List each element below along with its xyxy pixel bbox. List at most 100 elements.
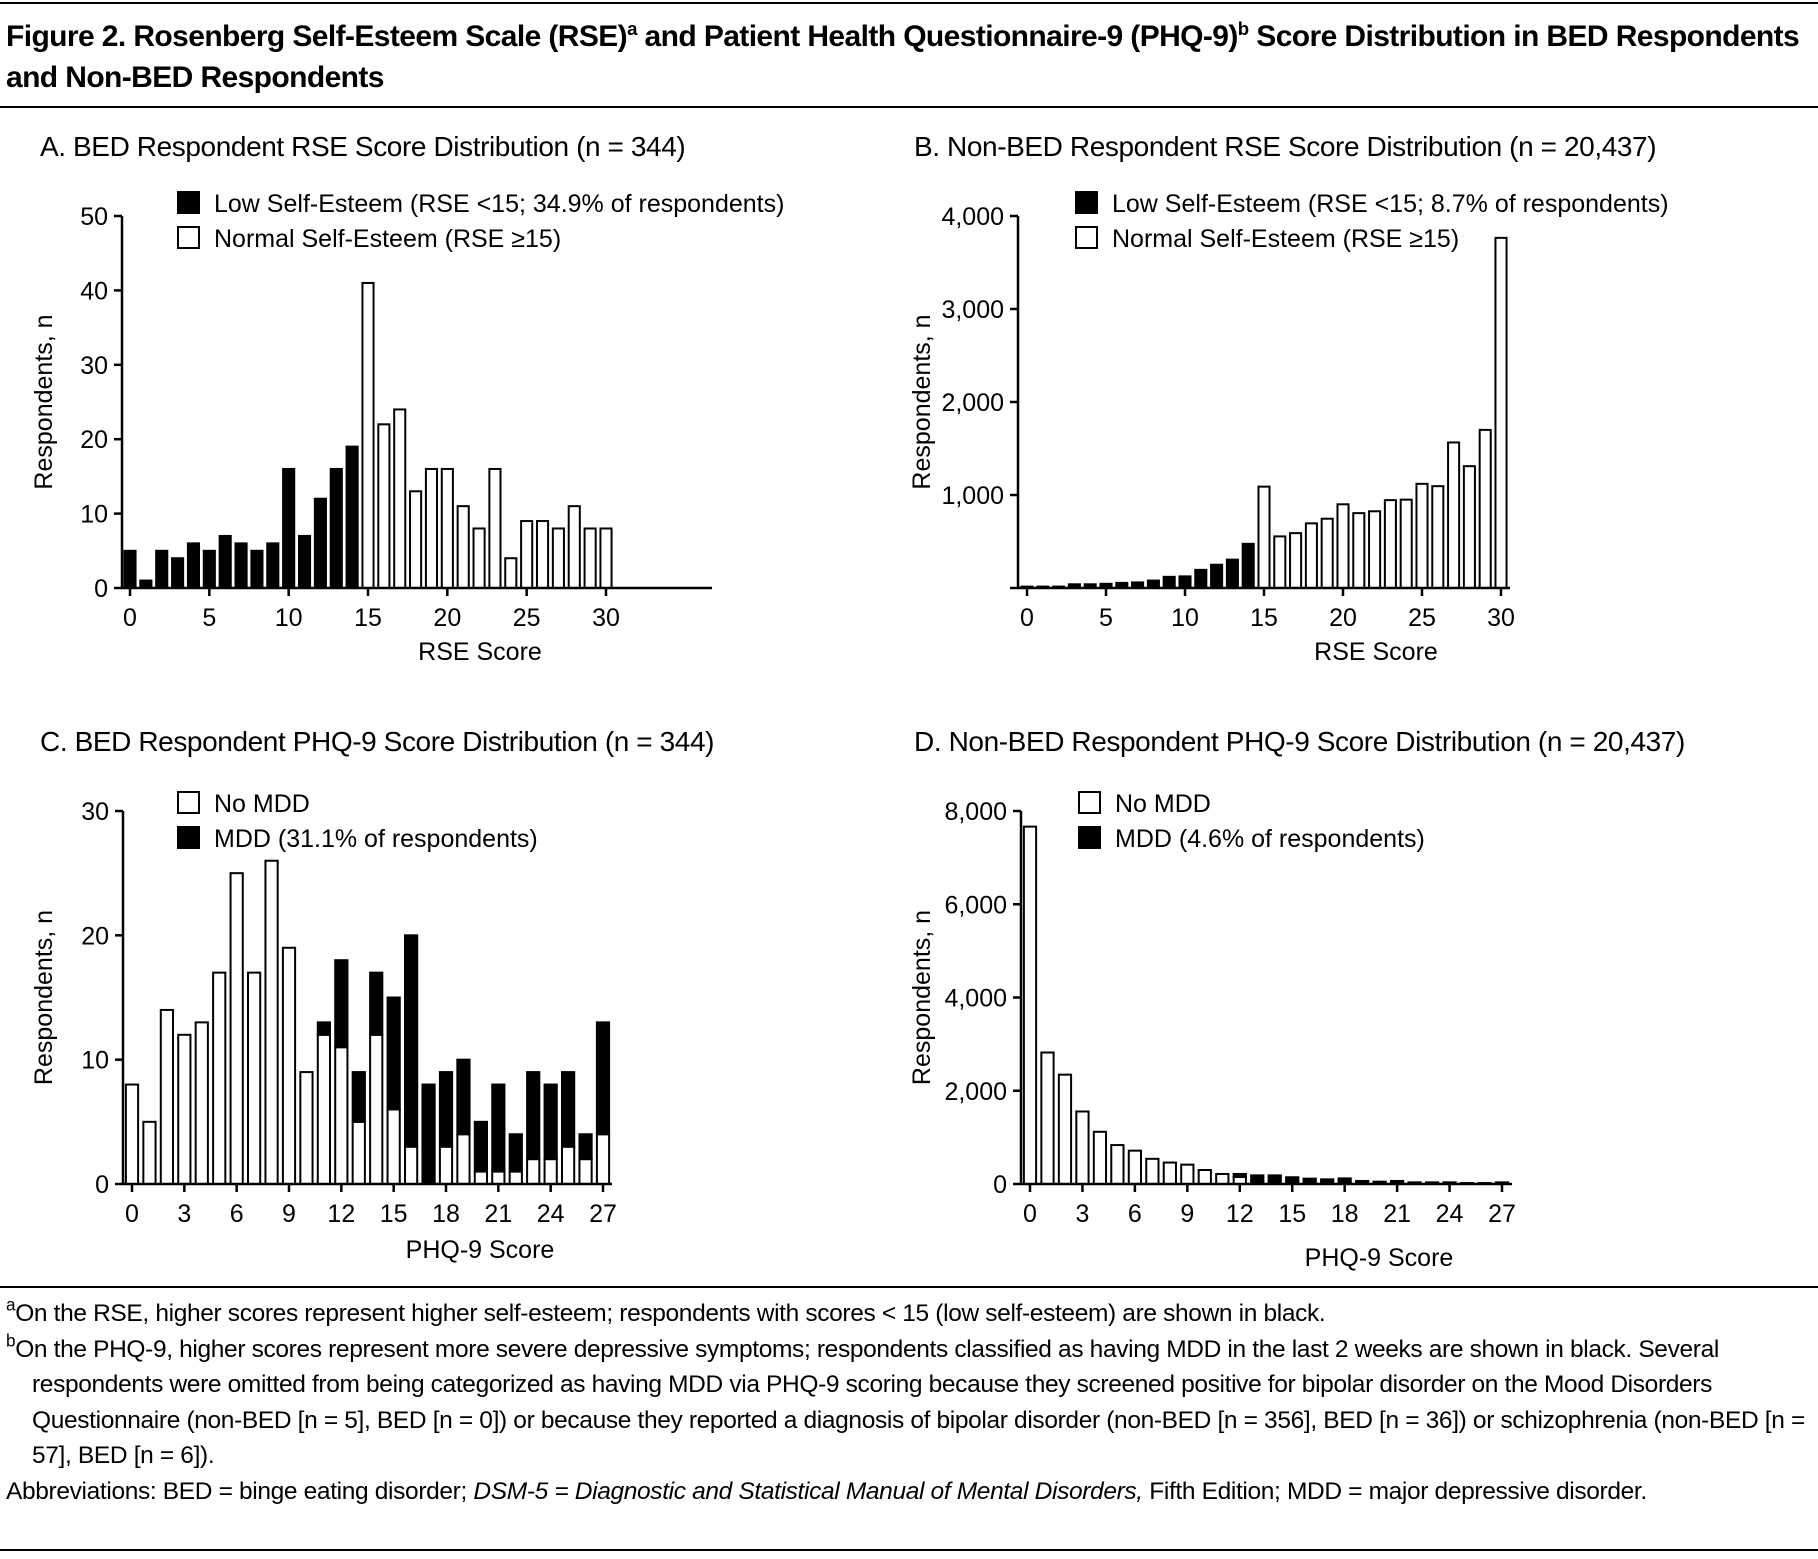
title-superscript: b <box>1237 17 1249 39</box>
panel-d: 0 2,000 4,000 6,000 8,000 0 3 6 9 12 15 18 21 24 27 PHQ… <box>908 790 1516 1272</box>
footnote-a: aOn the RSE, higher scores represent hig… <box>6 1296 1806 1332</box>
legend-swatch <box>1075 191 1098 214</box>
x-tick-label: 12 <box>327 1200 355 1228</box>
figure-title: Figure 2. Rosenberg Self-Esteem Scale (R… <box>6 16 1812 98</box>
bar-no-mdd <box>543 1158 558 1185</box>
bar-normal-self-esteem <box>1273 535 1287 590</box>
panel-d-title: D. Non-BED Respondent PHQ-9 Score Distri… <box>914 726 1685 757</box>
bar-mdd <box>369 971 384 1036</box>
x-axis-label: RSE Score <box>418 638 542 666</box>
bar-normal-self-esteem <box>472 527 486 589</box>
bar-no-mdd <box>1022 825 1038 1185</box>
bar-normal-self-esteem <box>361 281 375 589</box>
bar-no-mdd <box>578 1158 593 1185</box>
x-tick-label: 27 <box>589 1200 617 1228</box>
x-tick-label: 15 <box>1278 1200 1306 1228</box>
bar-low-self-esteem <box>313 497 327 589</box>
y-tick-label: 50 <box>80 203 108 231</box>
y-tick-label: 10 <box>80 501 108 529</box>
bar-normal-self-esteem <box>424 467 439 589</box>
bar-no-mdd <box>194 1021 209 1185</box>
title-text: and Patient Health Questionnaire-9 (PHQ-… <box>636 20 1239 53</box>
legend-label: MDD (4.6% of respondents) <box>1115 825 1425 853</box>
bar-low-self-esteem <box>329 467 343 589</box>
x-tick-label: 15 <box>380 1200 408 1228</box>
bar-no-mdd <box>334 1046 349 1185</box>
bar-normal-self-esteem <box>440 467 454 589</box>
bar-normal-self-esteem <box>1257 485 1271 590</box>
bar-normal-self-esteem <box>1383 499 1397 589</box>
y-tick-label: 0 <box>94 575 108 603</box>
bar-no-mdd <box>212 971 227 1186</box>
bar-normal-self-esteem <box>393 408 407 589</box>
x-tick-label: 20 <box>433 604 461 632</box>
x-tick-label: 21 <box>484 1200 512 1228</box>
abbreviations: Abbreviations: BED = binge eating disord… <box>6 1474 1806 1510</box>
legend-label: No MDD <box>1115 790 1211 818</box>
x-tick-label: 30 <box>592 604 620 632</box>
bar-mdd <box>404 934 419 1148</box>
bar-mdd <box>1250 1174 1265 1184</box>
abbr-text: Abbreviations: BED = binge eating disord… <box>6 1477 474 1505</box>
bar-low-self-esteem <box>282 467 296 589</box>
bar-no-mdd <box>438 1145 454 1185</box>
bar-normal-self-esteem <box>1431 485 1445 590</box>
abbr-italic: DSM-5 = Diagnostic and Statistical Manua… <box>473 1477 1143 1505</box>
bar-no-mdd <box>1040 1051 1055 1185</box>
bar-normal-self-esteem <box>551 527 565 589</box>
bar-no-mdd <box>508 1170 523 1185</box>
bar-low-self-esteem <box>123 549 137 589</box>
bar-no-mdd <box>247 971 262 1186</box>
bar-no-mdd <box>1075 1110 1090 1186</box>
bar-no-mdd <box>264 859 279 1185</box>
bar-normal-self-esteem <box>1447 441 1461 589</box>
x-tick-label: 0 <box>125 1200 139 1228</box>
panel-a-title: A. BED Respondent RSE Score Distribution… <box>40 131 686 162</box>
legend-swatch <box>177 791 200 814</box>
bar-mdd <box>508 1133 523 1173</box>
y-axis-label: Respondents, n <box>30 910 58 1085</box>
x-tick-label: 24 <box>1436 1200 1464 1228</box>
x-tick-label: 5 <box>202 604 216 632</box>
panel-a: 0 10 20 30 40 50 0 5 10 15 20 25 30 RSE Score Responde… <box>30 190 784 666</box>
bar-low-self-esteem <box>250 549 264 589</box>
bar-normal-self-esteem <box>1462 465 1476 590</box>
bar-no-mdd <box>369 1033 384 1186</box>
x-tick-label: 27 <box>1488 1200 1516 1228</box>
bar-mdd <box>351 1071 366 1123</box>
legend-label: Normal Self-Esteem (RSE ≥15) <box>214 225 561 253</box>
bar-normal-self-esteem <box>1289 532 1303 590</box>
footnote-b: bOn the PHQ-9, higher scores represent m… <box>6 1332 1806 1474</box>
bar-mdd <box>473 1120 488 1173</box>
x-tick-label: 0 <box>1020 604 1034 632</box>
bar-low-self-esteem <box>1162 575 1176 590</box>
y-axis-label: Respondents, n <box>30 314 58 489</box>
bar-normal-self-esteem <box>377 423 391 589</box>
bar-no-mdd <box>386 1108 401 1186</box>
y-tick-label: 0 <box>993 1171 1007 1199</box>
bar-low-self-esteem <box>266 542 280 589</box>
bar-low-self-esteem <box>1225 558 1239 590</box>
panel-c: 0 10 20 30 0 3 6 9 12 15 18 21 24 27 PHQ-9 Score Respon… <box>30 790 617 1264</box>
x-tick-label: 6 <box>230 1200 244 1228</box>
footnote-text: On the PHQ-9, higher scores represent mo… <box>15 1335 1805 1470</box>
x-tick-label: 6 <box>1128 1200 1142 1228</box>
y-tick-label: 0 <box>95 1171 109 1199</box>
bar-low-self-esteem <box>234 542 248 589</box>
bar-no-mdd <box>316 1033 331 1186</box>
y-tick-label: 6,000 <box>944 891 1007 919</box>
bar-normal-self-esteem <box>504 557 518 589</box>
bar-no-mdd <box>299 1071 314 1185</box>
bar-normal-self-esteem <box>409 490 423 589</box>
x-axis-label: PHQ-9 Score <box>406 1236 555 1264</box>
bar-no-mdd <box>526 1158 541 1185</box>
bar-no-mdd <box>456 1133 471 1186</box>
panel-b-title: B. Non-BED Respondent RSE Score Distribu… <box>914 131 1657 162</box>
bar-mdd <box>421 1083 436 1185</box>
x-tick-label: 18 <box>432 1200 460 1228</box>
bar-no-mdd <box>281 946 297 1185</box>
x-tick-label: 15 <box>1250 604 1278 632</box>
bar-normal-self-esteem <box>1352 512 1366 590</box>
bar-mdd <box>334 959 349 1049</box>
bar-mdd <box>561 1071 576 1148</box>
